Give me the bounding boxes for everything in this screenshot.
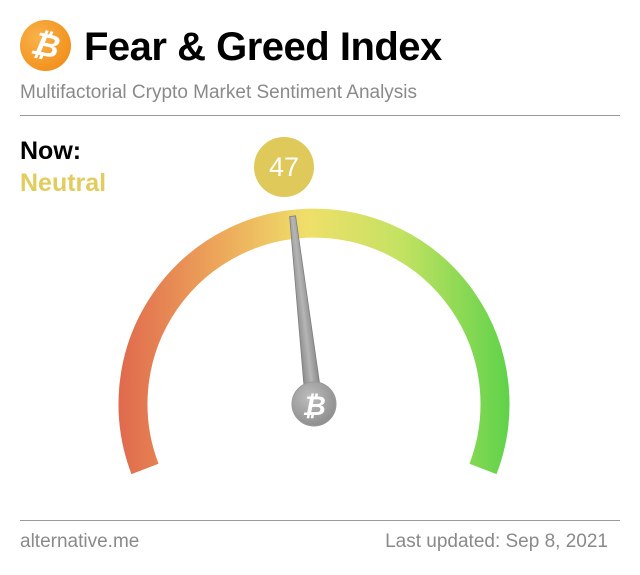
source-link[interactable]: alternative.me <box>20 531 140 552</box>
value-bubble: 47 <box>254 137 314 197</box>
page-subtitle: Multifactorial Crypto Market Sentiment A… <box>20 82 418 103</box>
bitcoin-logo-icon: ₿ <box>20 20 71 71</box>
hub-bitcoin-icon: ₿ <box>302 391 326 421</box>
last-updated: Last updated: Sep 8, 2021 <box>385 531 608 552</box>
page-title: Fear & Greed Index <box>84 25 442 69</box>
gauge-hub <box>291 381 337 427</box>
classification-label: Neutral <box>20 169 107 197</box>
gauge-needle <box>289 215 321 390</box>
gauge-arc <box>118 208 510 475</box>
now-label: Now: <box>20 137 82 165</box>
footer-divider <box>20 520 620 521</box>
header-divider <box>20 115 620 116</box>
